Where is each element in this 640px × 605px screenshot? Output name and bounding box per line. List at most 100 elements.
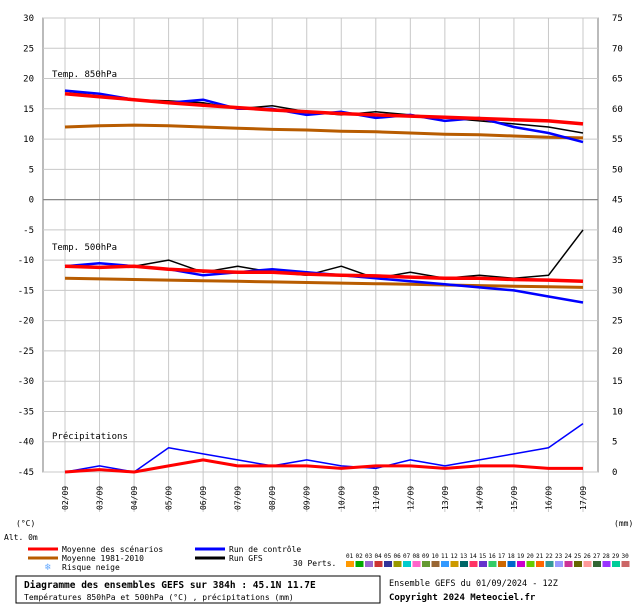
x-tick-label: 10/09 [337, 486, 346, 510]
right-tick-label: 15 [612, 377, 623, 387]
pert-label: 01 [346, 553, 354, 560]
panel-label-500: Temp. 500hPa [52, 243, 117, 253]
legend-label-normal: Moyenne 1981-2010 [62, 554, 144, 563]
legend-label-snow: Risque neige [62, 563, 120, 572]
pert-label: 10 [432, 553, 440, 560]
pert-swatch [431, 561, 440, 567]
pert-swatch [403, 561, 411, 567]
x-tick-label: 17/09 [579, 486, 588, 510]
pert-label: 27 [593, 553, 601, 560]
pert-label: 22 [546, 553, 554, 560]
right-tick-label: 35 [612, 256, 623, 266]
x-tick-label: 11/09 [372, 486, 381, 510]
footer-title: Diagramme des ensembles GEFS sur 384h : … [24, 580, 316, 591]
x-tick-label: 15/09 [510, 486, 519, 510]
pert-label: 15 [479, 553, 487, 560]
pert-swatch [602, 561, 611, 567]
pert-label: 03 [365, 553, 373, 560]
pert-label: 20 [527, 553, 535, 560]
pert-swatch [441, 561, 449, 567]
right-unit-label: (mm) [614, 519, 633, 528]
pert-label: 29 [612, 553, 620, 560]
pert-swatch [479, 561, 487, 567]
mean-line-500 [64, 264, 584, 284]
pert-label: 12 [451, 553, 459, 560]
pert-swatch [355, 561, 364, 567]
left-tick-label: -5 [23, 226, 34, 236]
left-tick-label: -45 [18, 468, 34, 478]
pert-swatch [583, 561, 592, 567]
left-tick-label: 30 [23, 14, 34, 24]
right-tick-label: 5 [612, 438, 617, 448]
mean-line-850 [64, 91, 584, 126]
pert-label: 24 [565, 553, 573, 560]
left-tick-label: 25 [23, 44, 34, 54]
left-tick-label: -35 [18, 407, 34, 417]
pert-label: 02 [356, 553, 364, 560]
footer-title-box [15, 575, 381, 604]
altitude-label: Alt. 0m [4, 533, 38, 542]
x-tick-label: 07/09 [234, 486, 243, 510]
panel-label-850: Temp. 850hPa [52, 70, 117, 80]
left-tick-label: -25 [18, 347, 34, 357]
right-tick-label: 45 [612, 196, 623, 206]
pert-label: 19 [517, 553, 525, 560]
pert-swatch [621, 561, 630, 567]
pert-swatch [517, 561, 525, 567]
right-tick-label: 30 [612, 286, 623, 296]
left-unit-label: (°C) [16, 519, 35, 528]
legend-label-mean: Moyenne des scénarios [62, 544, 163, 554]
left-tick-label: -20 [18, 317, 34, 327]
pert-swatch [374, 561, 383, 567]
right-tick-label: 0 [612, 468, 617, 478]
left-tick-label: 10 [23, 135, 34, 145]
right-tick-label: 65 [612, 75, 623, 85]
pert-label: 26 [584, 553, 592, 560]
pert-swatch [422, 561, 430, 567]
legend-label-gfs: Run GFS [229, 554, 263, 563]
panel-label-precip: Précipitations [52, 431, 128, 442]
control-line-precip [64, 422, 584, 473]
x-tick-label: 03/09 [96, 486, 105, 510]
x-tick-label: 08/09 [268, 486, 277, 510]
right-tick-label: 25 [612, 317, 623, 327]
legend-label-control: Run de contrôle [229, 544, 301, 554]
pert-label: 30 [622, 553, 630, 560]
pert-swatch [526, 561, 535, 567]
pert-label: 11 [441, 553, 449, 560]
mean-line-precip [64, 458, 583, 474]
pert-swatch [393, 561, 402, 567]
pert-label: 07 [403, 553, 411, 560]
left-axis-ticks: 30 25 20 15 10 5 0 -5 -10 -15 -20 -25 -30 -35 -40 -45 [18, 14, 34, 478]
pert-label: 09 [422, 553, 430, 560]
pert-swatch [412, 561, 421, 567]
pert-swatch [488, 561, 497, 567]
right-tick-label: 40 [612, 226, 623, 236]
x-axis-labels: 02/09 03/09 04/09 05/09 06/09 07/09 08/09 09/09… [61, 486, 588, 510]
right-tick-label: 20 [612, 347, 623, 357]
pert-swatch [574, 561, 582, 567]
perts-label: 30 Perts. [293, 559, 336, 568]
pert-swatch [612, 561, 620, 567]
pert-label: 06 [394, 553, 402, 560]
left-tick-label: -30 [18, 377, 34, 387]
footer-copyright: Copyright 2024 Meteociel.fr [389, 592, 536, 603]
x-tick-label: 04/09 [130, 486, 139, 510]
pert-label: 13 [460, 553, 468, 560]
pert-swatch [564, 561, 573, 567]
normal-line-500 [64, 276, 584, 289]
normal-line-850 [64, 123, 584, 140]
pert-swatch [593, 561, 601, 567]
left-tick-label: 5 [29, 165, 34, 175]
x-tick-label: 14/09 [475, 486, 484, 510]
x-tick-label: 12/09 [406, 486, 415, 510]
x-tick-label: 02/09 [61, 486, 70, 510]
pert-swatch [545, 561, 554, 567]
pert-label: 25 [574, 553, 582, 560]
pert-label: 05 [384, 553, 392, 560]
left-tick-label: -15 [18, 286, 34, 296]
pert-swatch [507, 561, 516, 567]
pert-swatch [536, 561, 544, 567]
